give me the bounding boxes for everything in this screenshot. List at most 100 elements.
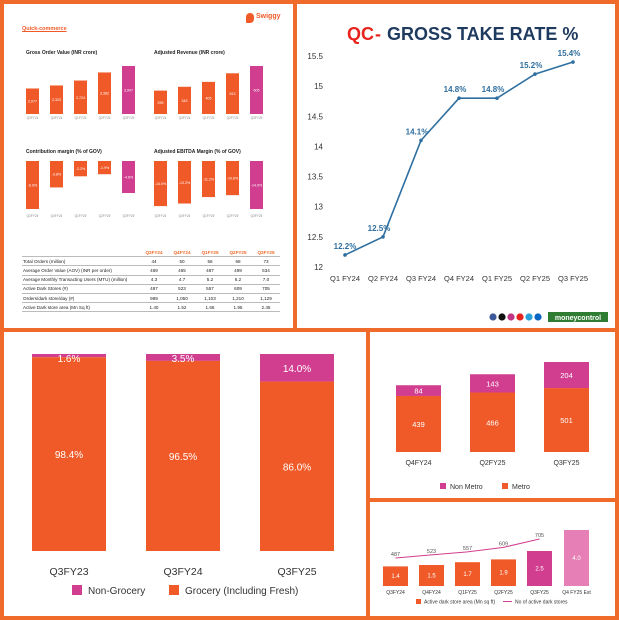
take-rate-label: 12.5% (368, 224, 391, 233)
store-count-line (395, 538, 540, 559)
y-tick-label: 13 (314, 203, 323, 212)
table-cell: Active Dark store area (Mn Sq ft) (22, 302, 140, 313)
table-cell: Total Orders (million) (22, 256, 140, 267)
grocery-mix-panel: 1.6% 98.4% Q3FY23 3.5% 96.5% Q3FY24 14.0% 86.0%… (4, 332, 366, 616)
legend-swatch-non-metro (440, 483, 446, 489)
store-count-label: 523 (427, 549, 436, 555)
non-grocery-bar (32, 354, 106, 358)
y-tick-label: 15.5 (307, 52, 323, 61)
x-tick-label: Q4 FY24 (444, 274, 474, 283)
table-cell: 557 (196, 284, 224, 294)
x-tick-label: Q1 FY24 (330, 274, 360, 283)
source-label: moneycontrol (555, 315, 601, 322)
mini-tick-label: Q2FY25 (227, 214, 239, 218)
table-cell: 2.45 (252, 302, 280, 313)
store-count-label: 487 (391, 552, 400, 558)
mini-bar (26, 161, 39, 209)
metro-mix-panel: 439 84 Q4FY24 466 143 Q2FY25 501 204 Q3FY25 Non M… (370, 332, 615, 498)
mini-tick-label: Q3FY24 (27, 116, 39, 120)
store-count-label: 609 (499, 541, 508, 547)
dark-store-panel: 1.4 Q3FY24 1.5 Q4FY24 1.7 Q1FY25 1.9 Q2FY25 2.5 Q… (370, 502, 615, 616)
non-grocery-bar (260, 354, 334, 382)
brand-name: Swiggy (256, 13, 281, 20)
section-title: Quick-commerce (22, 26, 67, 32)
mini-bar (74, 80, 87, 114)
take-rate-label: 14.1% (406, 127, 429, 136)
take-rate-chart: QC - GROSS TAKE RATE % 12 12.5 13 13.5 14 14.… (307, 24, 608, 322)
mini-bar-label: -14.9% (251, 184, 263, 188)
mini-bar (122, 66, 135, 114)
grocery-bar (32, 357, 106, 551)
non-grocery-bar (146, 354, 220, 361)
mini-bar (178, 86, 191, 114)
table-cell: 1.95 (224, 302, 252, 313)
table-cell: 705 (252, 284, 280, 294)
table-header: Q1FY25 (196, 248, 224, 258)
mini-bar (50, 161, 63, 188)
legend-label: Grocery (Including Fresh) (185, 586, 298, 597)
take-rate-point (381, 235, 385, 239)
table-cell: Orders/dark store/day (#) (22, 293, 140, 304)
table-cell: 73 (252, 256, 280, 267)
grocery-bar (260, 381, 334, 551)
non-grocery-label: 3.5% (172, 354, 195, 365)
grocery-mix-chart: 1.6% 98.4% Q3FY23 3.5% 96.5% Q3FY24 14.0% 86.0%… (32, 354, 334, 597)
grocery-bar (146, 360, 220, 551)
non-metro-bar (544, 362, 589, 389)
area-bar (491, 559, 516, 586)
metro-label: 501 (560, 416, 573, 425)
table-row: Active Dark store area (Mn Sq ft) 1.40 1.5… (22, 302, 280, 313)
mini-bar (122, 161, 135, 193)
x-tick-label: Q3 FY24 (406, 274, 436, 283)
mini-bar (226, 161, 239, 196)
take-rate-point (343, 253, 347, 257)
legend-swatch-grocery (169, 585, 179, 595)
quick-commerce-panel: Swiggy Quick-commerce Gross Order Value … (4, 4, 293, 328)
mini-tick-label: Q1FY25 (75, 116, 87, 120)
mini-bar-label: 3,382 (100, 92, 109, 96)
mini-bar (202, 161, 215, 198)
table-row: Total Orders (million) 44 50 56 68 73 (22, 256, 280, 267)
table-cell: 487 (196, 265, 224, 276)
mini-bar (250, 161, 263, 209)
swiggy-icon (246, 13, 254, 23)
x-tick-label: Q3FY23 (49, 566, 88, 578)
grocery-label: 86.0% (283, 462, 311, 473)
x-tick-label: Q3FY25 (530, 590, 549, 596)
area-bar-label: 1.5 (427, 574, 436, 580)
table-header: Q3FY24 (140, 248, 168, 258)
y-tick-label: 15 (314, 82, 323, 91)
mini-tick-label: Q2FY25 (99, 116, 111, 120)
mini-tick-label: Q1FY25 (203, 116, 215, 120)
chart-title-separator: - (370, 24, 386, 44)
table-cell: 1.66 (196, 302, 224, 313)
legend-label: Non-Grocery (88, 586, 145, 597)
area-bar (455, 562, 480, 586)
table-cell: Active Dark Stores (#) (22, 284, 140, 294)
table-cell: 1,129 (252, 293, 280, 304)
mini-bar (26, 88, 39, 114)
mini-bar-label: 605 (254, 89, 260, 93)
table-row: Active Dark Stores (#) 487 523 557 609 705 (22, 284, 280, 294)
area-bar (383, 566, 408, 586)
take-rate-point (457, 96, 461, 100)
mini-bar-label: -6.9% (28, 184, 38, 188)
area-bar (419, 565, 444, 586)
mini-tick-label: Q3FY25 (123, 116, 135, 120)
mini-bar (98, 72, 111, 114)
table-cell: 499 (224, 265, 252, 276)
mini-chart-title-ebitda: Adjusted EBITDA Margin (% of GOV) (154, 149, 241, 155)
table-row: Average Order Value (AOV) (INR per order… (22, 265, 280, 276)
social-icon (498, 313, 506, 321)
area-bar (527, 551, 552, 586)
non-metro-label: 204 (560, 371, 573, 380)
social-icon (525, 313, 533, 321)
x-tick-label: Q3FY24 (386, 590, 405, 596)
grocery-label: 98.4% (55, 450, 83, 461)
table-cell: 44 (140, 256, 168, 267)
area-bar-label: 1.7 (463, 572, 472, 578)
take-rate-point (533, 72, 537, 76)
non-metro-bar (470, 374, 515, 393)
dark-store-chart: 1.4 Q3FY24 1.5 Q4FY24 1.7 Q1FY25 1.9 Q2FY25 2.5 Q… (383, 530, 591, 606)
x-tick-label: Q2FY25 (479, 460, 505, 467)
